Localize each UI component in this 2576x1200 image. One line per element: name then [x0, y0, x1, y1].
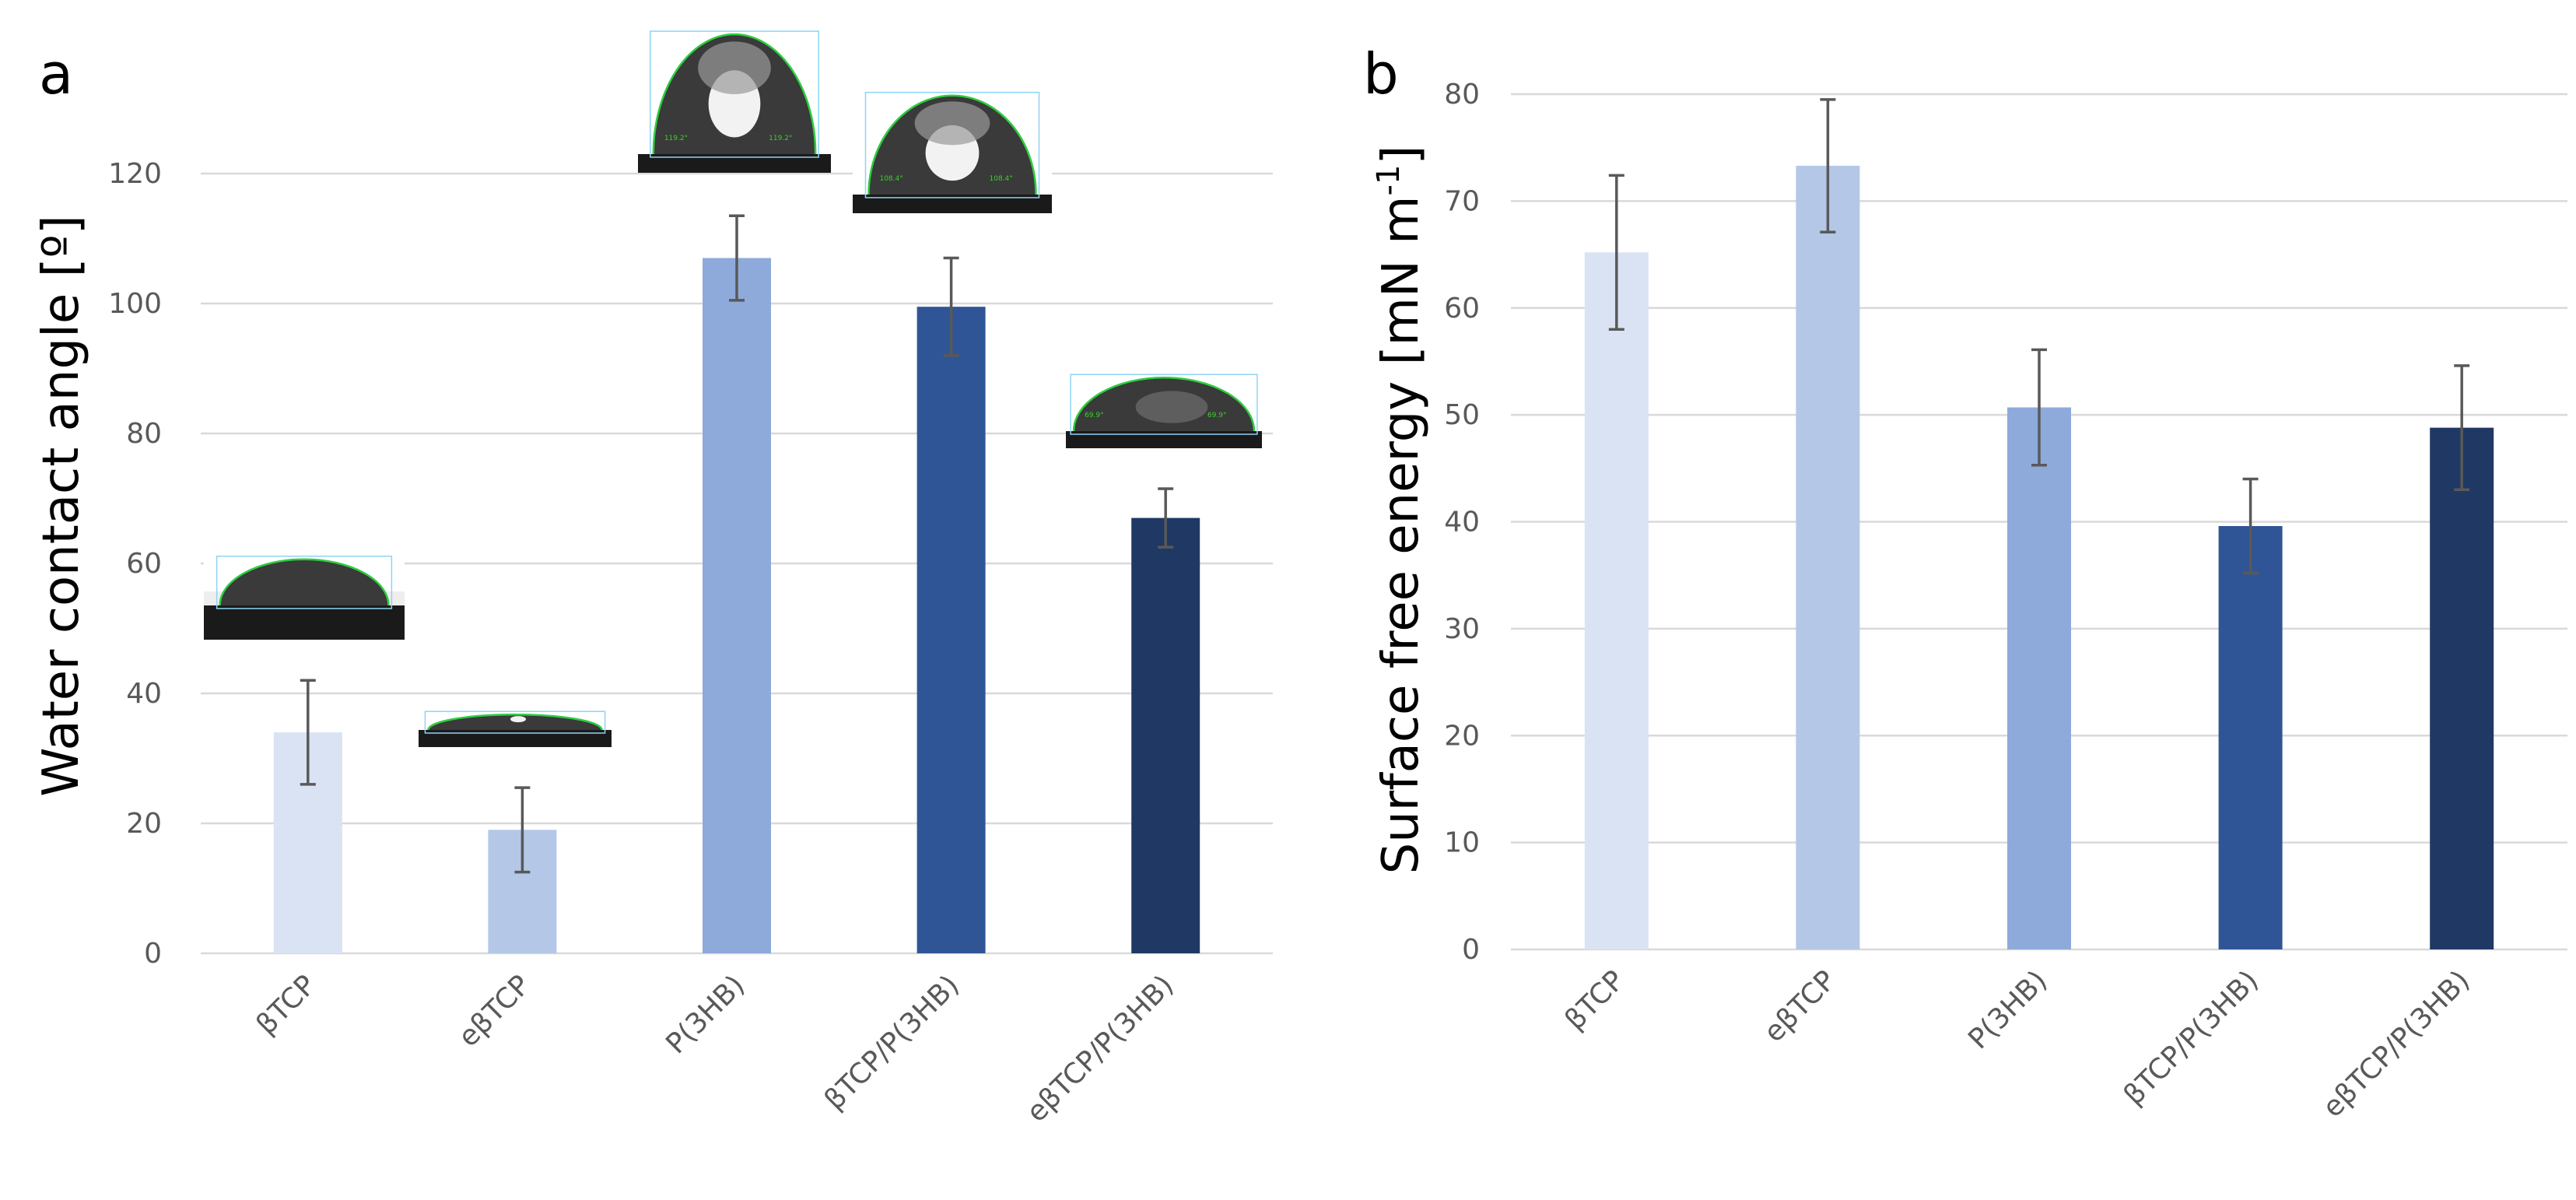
panel-letter-a: a	[39, 41, 73, 107]
y-tick-label: 60	[126, 548, 162, 580]
panel-b-chart: b 0 10 20 30 40 50 60 70 80 βTCP eβTCP P(3HB) βTCP/…	[1363, 41, 2567, 1124]
x-category-label: βTCP	[1559, 964, 1631, 1036]
x-category-label: P(3HB)	[1962, 964, 2053, 1055]
angle-label: 119.2°	[664, 135, 688, 142]
y-axis-title-a: Water contact angle [º]	[33, 215, 90, 796]
bar	[2430, 427, 2494, 949]
error-bar	[2031, 348, 2047, 467]
x-category-label: eβTCP	[1758, 964, 1842, 1048]
x-category-label: βTCP/P(3HB)	[2118, 964, 2265, 1111]
water-droplet-photo: 69.9° 69.9°	[1066, 364, 1262, 448]
y-tick-label: 0	[144, 938, 162, 970]
angle-label: 108.4°	[990, 175, 1013, 183]
y-tick-label: 0	[1462, 934, 1480, 966]
y-tick-label: 40	[1444, 507, 1480, 539]
error-bar	[729, 214, 745, 302]
water-droplet-photo: 119.2° 119.2°	[638, 28, 831, 173]
panel-letter-b: b	[1363, 41, 1399, 107]
y-tick-label: 80	[1444, 79, 1480, 111]
y-tick-label: 20	[1444, 720, 1480, 752]
water-droplet-photo: 108.4° 108.4°	[853, 90, 1052, 213]
error-bar	[943, 256, 959, 357]
x-category-label: βTCP/P(3HB)	[818, 969, 966, 1116]
x-category-label: P(3HB)	[660, 969, 751, 1060]
error-bar	[2242, 477, 2259, 575]
error-bar	[1608, 174, 1624, 331]
bar	[1796, 166, 1860, 949]
bar	[1131, 518, 1200, 953]
error-bar	[1158, 487, 1174, 549]
error-bar	[300, 679, 316, 786]
angle-label: 108.4°	[879, 175, 902, 183]
error-bar	[1820, 98, 1836, 233]
y-tick-label: 80	[126, 418, 162, 450]
bar	[2007, 407, 2071, 949]
y-axis-title-b: Surface free energy [mN m-1]	[1371, 146, 1430, 875]
x-category-label: eβTCP	[453, 969, 537, 1053]
angle-label: 69.9°	[1085, 412, 1104, 419]
y-tick-label: 120	[108, 158, 162, 190]
angle-label: 69.9°	[1207, 412, 1227, 419]
bar	[1584, 252, 1649, 949]
y-tick-label: 10	[1444, 827, 1480, 859]
y-tick-label: 50	[1444, 399, 1480, 431]
error-bar	[2454, 364, 2470, 492]
angle-label: 119.2°	[769, 135, 792, 142]
y-tick-label: 40	[126, 678, 162, 710]
y-tick-label: 30	[1444, 613, 1480, 645]
error-bar	[514, 786, 531, 874]
y-tick-label: 60	[1444, 293, 1480, 325]
x-category-label: βTCP	[251, 969, 322, 1040]
y-tick-label: 100	[108, 288, 162, 320]
y-tick-label: 20	[126, 808, 162, 840]
y-tick-label: 70	[1444, 185, 1480, 217]
water-droplet-photo	[204, 546, 405, 640]
x-category-label: eβTCP/P(3HB)	[1021, 969, 1180, 1128]
bar	[916, 307, 986, 953]
x-category-label: eβTCP/P(3HB)	[2317, 964, 2476, 1124]
bar	[703, 258, 771, 953]
water-droplet-photo	[419, 702, 612, 747]
bar	[2218, 525, 2283, 949]
